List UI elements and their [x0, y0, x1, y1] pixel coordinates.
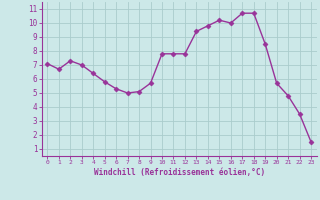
X-axis label: Windchill (Refroidissement éolien,°C): Windchill (Refroidissement éolien,°C) — [94, 168, 265, 177]
